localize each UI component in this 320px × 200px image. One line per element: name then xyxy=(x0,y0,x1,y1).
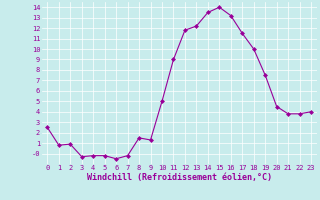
X-axis label: Windchill (Refroidissement éolien,°C): Windchill (Refroidissement éolien,°C) xyxy=(87,173,272,182)
